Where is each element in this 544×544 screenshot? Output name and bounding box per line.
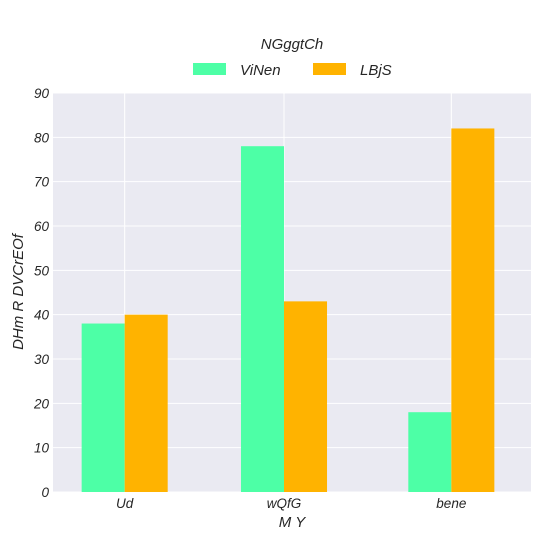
y-axis-ticks: 0 10 20 30 40 50 60 70 80 90 — [33, 86, 50, 500]
bar-lbjs-wqfg — [284, 301, 328, 492]
y-tick-label: 10 — [34, 441, 50, 456]
legend-label-lbjs: LBjS — [360, 62, 392, 79]
x-tick-label: bene — [436, 496, 466, 511]
y-axis-label: DHm R DVCrEOf — [10, 232, 27, 350]
legend: NGggtCh ViNen LBjS — [193, 36, 392, 79]
y-tick-label: 30 — [34, 352, 50, 367]
legend-title: NGggtCh — [261, 36, 324, 53]
legend-swatch-lbjs — [313, 63, 346, 75]
bar-lbjs-bene — [451, 128, 495, 492]
bar-vinen-bene — [408, 412, 452, 492]
y-tick-label: 40 — [34, 308, 50, 323]
bar-lbjs-ud — [124, 314, 168, 492]
x-axis-ticks: Ud wQfG bene — [116, 496, 466, 511]
y-tick-label: 60 — [34, 219, 50, 234]
x-tick-label: wQfG — [267, 496, 302, 511]
legend-swatch-viNen — [193, 63, 226, 75]
y-tick-label: 80 — [34, 130, 50, 145]
x-tick-label: Ud — [116, 496, 134, 511]
y-tick-label: 0 — [41, 485, 49, 500]
x-axis-label: M Y — [279, 514, 306, 531]
legend-label-viNen: ViNen — [240, 62, 281, 79]
y-tick-label: 70 — [34, 175, 50, 190]
y-tick-label: 20 — [33, 396, 50, 411]
y-tick-label: 90 — [34, 86, 50, 101]
y-tick-label: 50 — [34, 263, 50, 278]
bar-vinen-wqfg — [240, 146, 284, 492]
bars — [81, 128, 495, 492]
bar-vinen-ud — [81, 323, 125, 492]
